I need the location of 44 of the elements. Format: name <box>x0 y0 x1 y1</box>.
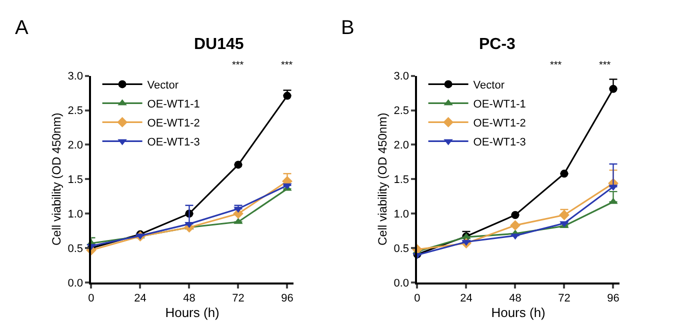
y-tick-label: 2.5 <box>394 105 410 118</box>
text: *** <box>232 60 244 71</box>
text: *** <box>281 60 293 71</box>
y-tick-label: 1.5 <box>394 174 410 186</box>
legend-label: OE-WT1-2 <box>147 118 200 130</box>
x-tick-label: 72 <box>232 292 244 305</box>
x-tick-label: 0 <box>88 292 94 305</box>
y-tick-label: 2.5 <box>68 105 84 118</box>
x-axis-title: Hours (h) <box>165 304 220 320</box>
y-tick-label: 2.0 <box>68 140 84 152</box>
x-tick-label: 96 <box>281 292 294 305</box>
text: *** <box>599 60 611 71</box>
x-tick-label: 48 <box>183 292 196 305</box>
y-tick-label: 1.0 <box>394 208 410 220</box>
x-tick-label: 24 <box>460 292 472 305</box>
y-tick-label: 1.0 <box>68 208 84 220</box>
y-tick-label: 0.5 <box>68 242 84 255</box>
x-tick-label: 24 <box>134 292 146 305</box>
legend-label: Vector <box>147 80 179 92</box>
y-axis-title: Cell viability (OD 450nm) <box>50 112 64 246</box>
y-axis-title: Cell viability (OD 450nm) <box>376 112 390 246</box>
chart-title: DU145 <box>194 36 244 53</box>
x-tick-label: 48 <box>509 292 522 305</box>
y-tick-label: 3.0 <box>394 70 410 83</box>
y-tick-label: 0.5 <box>394 242 410 255</box>
legend-label: OE-WT1-1 <box>473 98 526 111</box>
legend-label: OE-WT1-3 <box>147 136 200 149</box>
x-tick-label: 0 <box>414 292 420 305</box>
legend-label: OE-WT1-1 <box>147 98 200 111</box>
y-tick-label: 0.0 <box>394 277 410 290</box>
chart-title: PC-3 <box>479 36 516 53</box>
y-tick-label: 3.0 <box>68 70 84 83</box>
x-axis-title: Hours (h) <box>491 304 546 320</box>
text: B <box>341 17 354 39</box>
y-tick-label: 1.5 <box>68 174 84 186</box>
legend-label: Vector <box>473 80 505 92</box>
text: *** <box>550 60 562 71</box>
legend-label: OE-WT1-2 <box>473 118 526 130</box>
y-tick-label: 2.0 <box>394 140 410 152</box>
x-tick-label: 96 <box>607 292 620 305</box>
y-tick-label: 0.0 <box>68 277 84 290</box>
x-tick-label: 72 <box>558 292 570 305</box>
text: A <box>15 17 29 39</box>
legend-label: OE-WT1-3 <box>473 136 526 149</box>
